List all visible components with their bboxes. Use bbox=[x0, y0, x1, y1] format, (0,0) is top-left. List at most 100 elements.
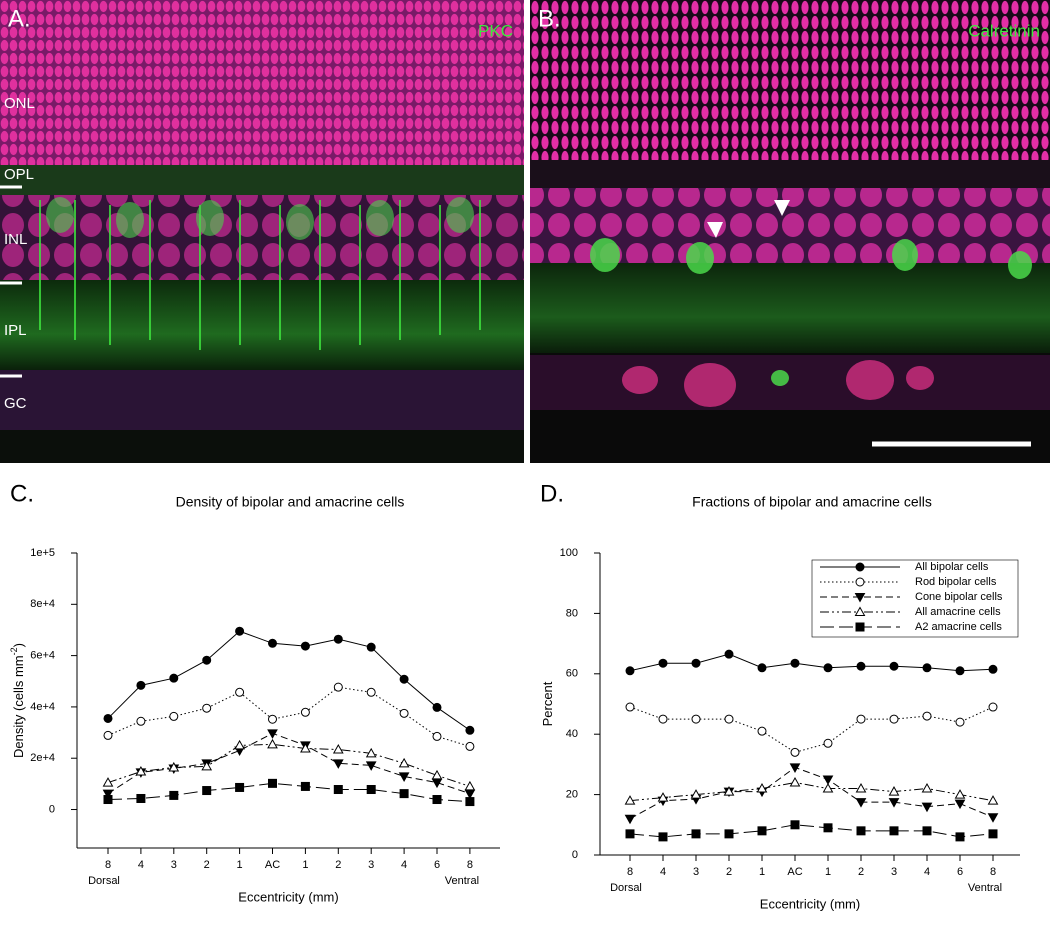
point bbox=[724, 714, 734, 724]
point bbox=[790, 658, 800, 668]
series-line bbox=[629, 766, 994, 820]
point bbox=[789, 763, 801, 773]
point bbox=[921, 783, 933, 793]
point bbox=[432, 702, 442, 712]
point bbox=[465, 741, 475, 751]
point bbox=[201, 760, 213, 771]
legend-marker bbox=[855, 622, 865, 632]
point bbox=[333, 785, 343, 795]
legend-label: All amacrine cells bbox=[915, 606, 1001, 618]
x-end-label: Dorsal bbox=[88, 875, 120, 887]
y-tick-label: 0 bbox=[49, 803, 55, 815]
point bbox=[625, 666, 635, 676]
x-tick-label: 3 bbox=[693, 866, 699, 878]
x-axis-label: Eccentricity (mm) bbox=[760, 896, 860, 911]
series-line bbox=[107, 732, 471, 795]
point bbox=[333, 682, 343, 692]
point bbox=[954, 789, 966, 799]
y-label-text: Percent bbox=[540, 681, 555, 726]
y-tick-label: 100 bbox=[560, 547, 578, 559]
panel-label: D. bbox=[540, 480, 564, 507]
panel-label: C. bbox=[10, 480, 34, 507]
point bbox=[790, 747, 800, 757]
legend-label: Cone bipolar cells bbox=[915, 591, 1003, 603]
point bbox=[399, 708, 409, 718]
x-tick-label: 3 bbox=[891, 866, 897, 878]
legend-label: All bipolar cells bbox=[915, 561, 989, 573]
layer-label: OPL bbox=[4, 166, 34, 183]
point bbox=[169, 673, 179, 683]
point bbox=[398, 757, 410, 768]
point bbox=[235, 626, 245, 636]
x-tick-label: 1 bbox=[759, 866, 765, 878]
point bbox=[432, 731, 442, 741]
x-end-label: Dorsal bbox=[610, 882, 642, 894]
point bbox=[889, 661, 899, 671]
point bbox=[987, 795, 999, 805]
point bbox=[332, 743, 344, 754]
panel-label: B. bbox=[538, 5, 561, 32]
layer-label: GC bbox=[4, 395, 27, 412]
point bbox=[399, 789, 409, 799]
point bbox=[789, 777, 801, 787]
y-tick-label: 8e+4 bbox=[30, 598, 55, 610]
x-tick-label: 6 bbox=[434, 859, 440, 871]
x-tick-label: 4 bbox=[401, 859, 407, 871]
y-tick-label: 0 bbox=[572, 849, 578, 861]
point bbox=[300, 707, 310, 717]
point bbox=[955, 832, 965, 842]
y-tick-label: 40 bbox=[566, 728, 578, 740]
point bbox=[823, 663, 833, 673]
point bbox=[365, 747, 377, 758]
series-line bbox=[629, 653, 994, 672]
y-tick-label: 2e+4 bbox=[30, 752, 55, 764]
chart-title: Density of bipolar and amacrine cells bbox=[176, 494, 405, 510]
point bbox=[691, 829, 701, 839]
series-line bbox=[629, 782, 994, 802]
point bbox=[625, 829, 635, 839]
point bbox=[366, 642, 376, 652]
x-tick-label: 3 bbox=[171, 859, 177, 871]
point bbox=[267, 729, 278, 739]
point bbox=[136, 793, 146, 803]
series-line bbox=[107, 743, 471, 787]
point bbox=[757, 663, 767, 673]
point bbox=[135, 766, 147, 776]
point bbox=[988, 702, 998, 712]
point bbox=[465, 725, 475, 735]
point bbox=[756, 783, 768, 793]
point bbox=[889, 826, 899, 836]
point bbox=[235, 687, 245, 697]
x-tick-label: 1 bbox=[302, 859, 308, 871]
x-tick-label: 6 bbox=[957, 866, 963, 878]
layer-label: IPL bbox=[4, 322, 27, 339]
x-tick-label: 8 bbox=[467, 859, 473, 871]
y-tick-label: 20 bbox=[566, 789, 578, 801]
point bbox=[624, 814, 636, 825]
point bbox=[988, 664, 998, 674]
point bbox=[823, 738, 833, 748]
series-line bbox=[107, 686, 471, 747]
point bbox=[856, 714, 866, 724]
x-tick-label: 4 bbox=[924, 866, 930, 878]
x-tick-label: 2 bbox=[726, 866, 732, 878]
series-line bbox=[629, 706, 994, 753]
series-line bbox=[629, 824, 994, 838]
y-axis-label: Density (cells mm-2) bbox=[9, 643, 26, 758]
x-end-label: Ventral bbox=[968, 882, 1002, 894]
legend-box bbox=[811, 559, 1019, 638]
point bbox=[855, 798, 867, 808]
point bbox=[300, 742, 311, 753]
point bbox=[464, 780, 476, 791]
layer-label: INL bbox=[4, 231, 27, 248]
point bbox=[102, 777, 114, 787]
point bbox=[955, 717, 965, 727]
point bbox=[431, 769, 443, 780]
point bbox=[300, 641, 310, 651]
point bbox=[922, 663, 932, 673]
point bbox=[658, 832, 668, 842]
x-tick-label: 3 bbox=[368, 859, 374, 871]
y-axis-label: Percent bbox=[540, 681, 555, 726]
legend-label: Rod bipolar cells bbox=[915, 576, 997, 588]
